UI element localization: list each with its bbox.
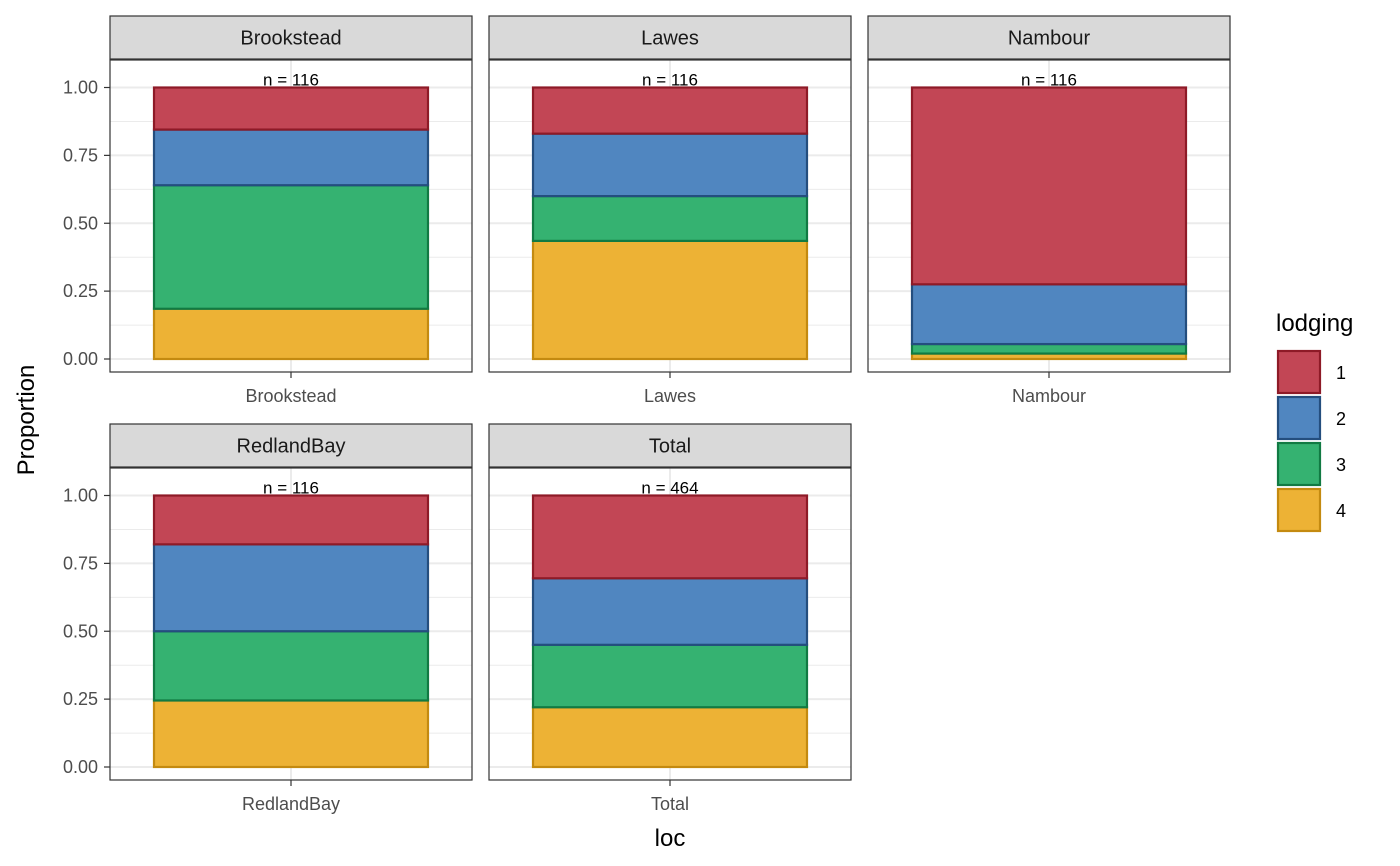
x-tick-label: RedlandBay — [242, 794, 340, 814]
x-tick-label: Brookstead — [245, 386, 336, 406]
y-tick-label: 1.00 — [63, 78, 98, 98]
y-tick-label: 0.75 — [63, 553, 98, 573]
x-tick-label: Total — [651, 794, 689, 814]
y-tick-label: 0.25 — [63, 689, 98, 709]
bar-segment-lodging-1 — [152, 494, 430, 546]
n-count-label: n = 116 — [1021, 71, 1077, 90]
x-tick-label: Lawes — [644, 386, 696, 406]
facet-strip — [109, 423, 473, 468]
y-tick-label: 0.75 — [63, 145, 98, 165]
legend-key-lodging-4 — [1276, 487, 1322, 533]
legend-key-lodging-2 — [1276, 395, 1322, 441]
bar-segment-lodging-3 — [531, 195, 809, 242]
facet-panel-lawes: Lawes n = 116 Lawes — [488, 15, 852, 406]
bar-segment-lodging-2 — [531, 577, 809, 646]
facet-strip — [488, 423, 852, 468]
facet-panels: Brookstead n = 116 Brookstead 0.00 0.25 0.50 0… — [63, 15, 1231, 814]
facet-strip-label: Nambour — [1008, 28, 1091, 50]
y-tick-label: 0.25 — [63, 281, 98, 301]
legend: lodging 1 2 3 4 — [1276, 310, 1353, 533]
legend-label-lodging-4: 4 — [1336, 501, 1346, 521]
n-count-label: n = 116 — [263, 71, 319, 90]
bar-segment-lodging-3 — [531, 643, 809, 709]
x-axis-title: loc — [655, 825, 686, 852]
facet-strip-label: Lawes — [641, 28, 699, 50]
bar-segment-lodging-1 — [531, 86, 809, 135]
legend-label-lodging-1: 1 — [1336, 363, 1346, 383]
bar-segment-lodging-3 — [152, 630, 430, 702]
bar-segment-lodging-4 — [152, 307, 430, 361]
facet-strip — [109, 15, 473, 60]
legend-key-lodging-1 — [1276, 349, 1322, 395]
facet-panel-total: Total n = 464 Total — [488, 423, 852, 814]
bar-segment-lodging-4 — [531, 706, 809, 769]
n-count-label: n = 116 — [263, 479, 319, 498]
bar-segment-lodging-2 — [910, 283, 1188, 346]
legend-key-lodging-3 — [1276, 441, 1322, 487]
facet-panel-redlandbay: RedlandBay n = 116 RedlandBay 0.00 0.25 0.50 0… — [63, 423, 473, 814]
bar-segment-lodging-1 — [910, 86, 1188, 286]
bar-segment-lodging-1 — [531, 494, 809, 580]
y-tick-label: 1.00 — [63, 486, 98, 506]
bar-segment-lodging-3 — [910, 342, 1188, 355]
x-tick-label: Nambour — [1012, 386, 1086, 406]
facet-panel-nambour: Nambour n = 116 Nambour — [867, 15, 1231, 406]
n-count-label: n = 464 — [641, 479, 698, 498]
facet-strip-label: Brookstead — [240, 28, 341, 50]
bar-segment-lodging-4 — [531, 239, 809, 361]
legend-label-lodging-2: 2 — [1336, 409, 1346, 429]
y-tick-label: 0.00 — [63, 349, 98, 369]
y-axis-title: Proportion — [13, 365, 40, 476]
legend-title: lodging — [1276, 310, 1353, 337]
bar-segment-lodging-2 — [531, 132, 809, 198]
y-tick-label: 0.50 — [63, 621, 98, 641]
facet-strip — [488, 15, 852, 60]
facet-strip — [867, 15, 1231, 60]
bar-segment-lodging-3 — [152, 184, 430, 310]
n-count-label: n = 116 — [642, 71, 698, 90]
legend-label-lodging-3: 3 — [1336, 455, 1346, 475]
bar-segment-lodging-2 — [152, 128, 430, 187]
y-tick-label: 0.50 — [63, 213, 98, 233]
facet-strip-label: Total — [649, 436, 691, 458]
facet-strip-label: RedlandBay — [237, 436, 346, 458]
bar-segment-lodging-2 — [152, 543, 430, 633]
facet-panel-brookstead: Brookstead n = 116 Brookstead 0.00 0.25 0.50 0… — [63, 15, 473, 406]
bar-segment-lodging-4 — [152, 699, 430, 769]
bar-segment-lodging-1 — [152, 86, 430, 131]
y-tick-label: 0.00 — [63, 757, 98, 777]
